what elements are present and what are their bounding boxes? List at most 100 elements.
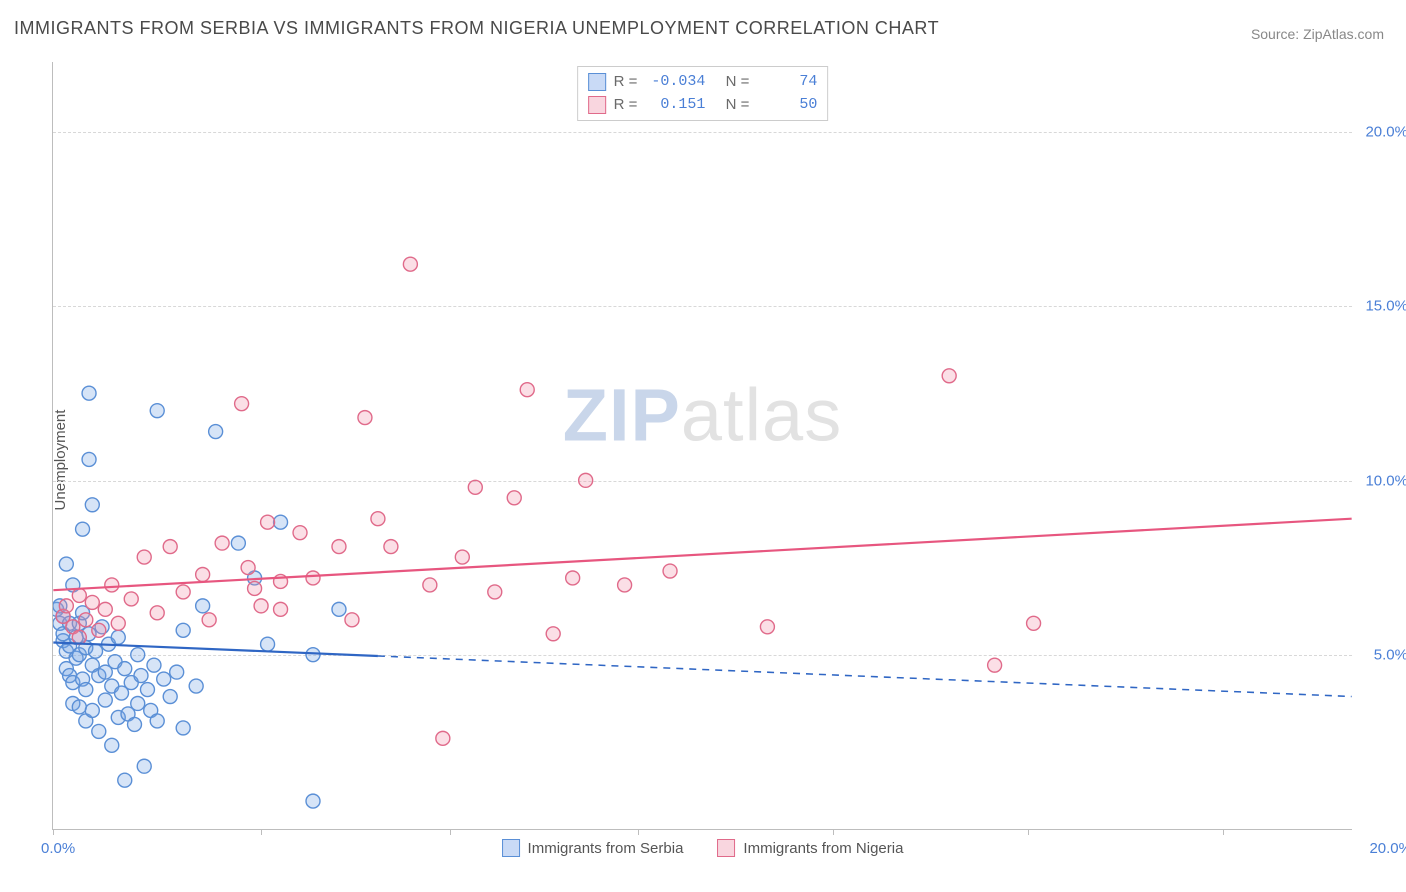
point-nigeria	[306, 571, 320, 585]
y-tick-label: 20.0%	[1365, 123, 1406, 140]
point-serbia	[231, 536, 245, 550]
legend-label-nigeria: Immigrants from Nigeria	[743, 840, 903, 857]
point-nigeria	[663, 564, 677, 578]
swatch-nigeria	[588, 96, 606, 114]
point-nigeria	[345, 613, 359, 627]
x-axis-min-label: 0.0%	[41, 840, 75, 857]
point-nigeria	[72, 588, 86, 602]
point-serbia	[82, 452, 96, 466]
point-nigeria	[1027, 616, 1041, 630]
x-tick	[1223, 829, 1224, 835]
point-nigeria	[293, 526, 307, 540]
n-label: N =	[726, 94, 750, 117]
point-nigeria	[105, 578, 119, 592]
legend-label-serbia: Immigrants from Serbia	[528, 840, 684, 857]
point-nigeria	[261, 515, 275, 529]
y-tick-label: 15.0%	[1365, 298, 1406, 315]
point-nigeria	[241, 561, 255, 575]
point-serbia	[189, 679, 203, 693]
chart-container: Unemployment ZIPatlas R = -0.034 N = 74 …	[14, 50, 1392, 870]
point-serbia	[59, 557, 73, 571]
point-nigeria	[403, 257, 417, 271]
point-serbia	[150, 714, 164, 728]
point-nigeria	[488, 585, 502, 599]
point-serbia	[140, 683, 154, 697]
point-serbia	[176, 623, 190, 637]
point-nigeria	[520, 383, 534, 397]
point-nigeria	[79, 613, 93, 627]
point-serbia	[92, 724, 106, 738]
point-nigeria	[59, 599, 73, 613]
point-serbia	[111, 630, 125, 644]
point-nigeria	[85, 595, 99, 609]
n-value-nigeria: 50	[757, 94, 817, 117]
point-nigeria	[942, 369, 956, 383]
point-nigeria	[163, 540, 177, 554]
point-serbia	[89, 644, 103, 658]
point-serbia	[76, 522, 90, 536]
swatch-serbia	[588, 73, 606, 91]
point-nigeria	[760, 620, 774, 634]
point-serbia	[147, 658, 161, 672]
point-nigeria	[124, 592, 138, 606]
point-serbia	[118, 662, 132, 676]
y-tick-label: 5.0%	[1374, 647, 1406, 664]
point-serbia	[163, 690, 177, 704]
y-tick-label: 10.0%	[1365, 472, 1406, 489]
point-nigeria	[274, 602, 288, 616]
x-tick	[833, 829, 834, 835]
point-nigeria	[98, 602, 112, 616]
point-nigeria	[176, 585, 190, 599]
point-nigeria	[137, 550, 151, 564]
point-nigeria	[202, 613, 216, 627]
point-nigeria	[468, 480, 482, 494]
point-nigeria	[274, 574, 288, 588]
stats-row-serbia: R = -0.034 N = 74	[588, 71, 818, 94]
point-nigeria	[579, 473, 593, 487]
point-nigeria	[507, 491, 521, 505]
point-nigeria	[248, 581, 262, 595]
point-nigeria	[566, 571, 580, 585]
r-label: R =	[614, 71, 638, 94]
point-nigeria	[384, 540, 398, 554]
x-tick	[450, 829, 451, 835]
x-tick	[53, 829, 54, 835]
swatch-serbia	[502, 839, 520, 857]
point-nigeria	[332, 540, 346, 554]
point-serbia	[274, 515, 288, 529]
point-serbia	[85, 703, 99, 717]
point-serbia	[98, 693, 112, 707]
n-value-serbia: 74	[757, 71, 817, 94]
legend-item-serbia: Immigrants from Serbia	[502, 839, 684, 857]
point-serbia	[137, 759, 151, 773]
point-nigeria	[455, 550, 469, 564]
point-serbia	[332, 602, 346, 616]
r-value-serbia: -0.034	[645, 71, 705, 94]
scatter-points-layer	[53, 62, 1352, 829]
point-nigeria	[254, 599, 268, 613]
source-link[interactable]: ZipAtlas.com	[1303, 26, 1384, 42]
point-serbia	[176, 721, 190, 735]
point-serbia	[105, 738, 119, 752]
point-serbia	[157, 672, 171, 686]
source-label: Source:	[1251, 26, 1303, 42]
point-nigeria	[150, 606, 164, 620]
series-legend: Immigrants from Serbia Immigrants from N…	[502, 839, 904, 857]
r-label: R =	[614, 94, 638, 117]
point-serbia	[134, 669, 148, 683]
point-nigeria	[72, 630, 86, 644]
point-serbia	[131, 697, 145, 711]
point-nigeria	[196, 568, 210, 582]
point-serbia	[72, 700, 86, 714]
point-serbia	[85, 498, 99, 512]
point-nigeria	[111, 616, 125, 630]
stats-legend: R = -0.034 N = 74 R = 0.151 N = 50	[577, 66, 829, 121]
n-label: N =	[726, 71, 750, 94]
legend-item-nigeria: Immigrants from Nigeria	[717, 839, 903, 857]
x-axis-max-label: 20.0%	[1369, 840, 1406, 857]
point-serbia	[170, 665, 184, 679]
point-nigeria	[546, 627, 560, 641]
point-serbia	[82, 386, 96, 400]
point-serbia	[196, 599, 210, 613]
stats-row-nigeria: R = 0.151 N = 50	[588, 94, 818, 117]
